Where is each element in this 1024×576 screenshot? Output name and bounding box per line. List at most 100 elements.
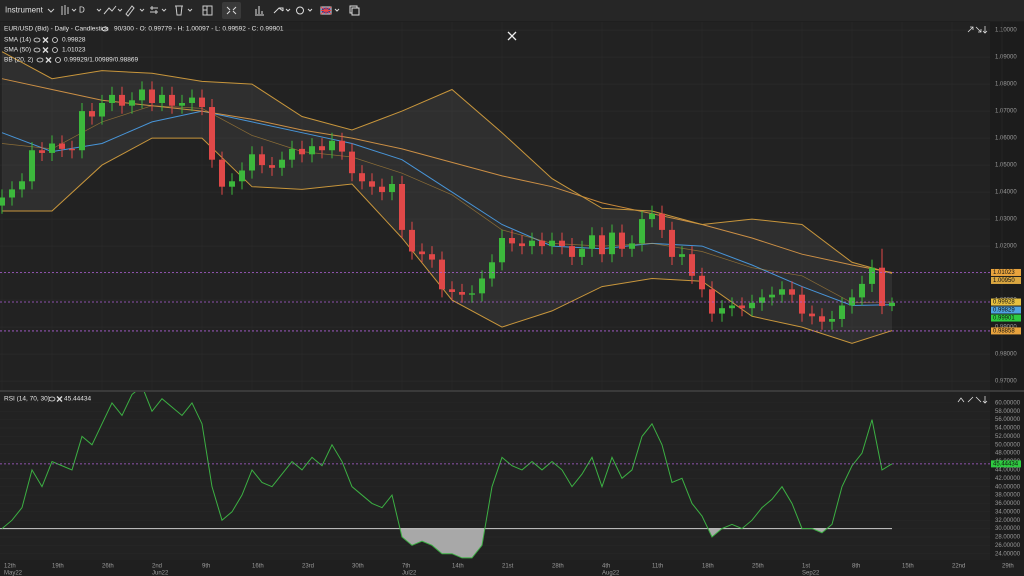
legend-name: SMA (14)	[4, 37, 31, 44]
candle-body	[799, 294, 805, 314]
eye-icon[interactable]	[33, 37, 41, 43]
close-icon[interactable]	[507, 31, 517, 41]
rsi-line	[1, 392, 893, 559]
candle-body	[259, 154, 265, 166]
candle-body	[879, 267, 885, 307]
move-icon[interactable]	[982, 396, 988, 404]
y-tick-label: 32.00000	[995, 518, 1021, 524]
eye-icon[interactable]	[101, 26, 109, 32]
settings-icon[interactable]	[52, 37, 58, 43]
candle-body	[239, 170, 245, 182]
x-tick-label: 26th	[102, 564, 114, 570]
delete-icon[interactable]	[175, 5, 183, 16]
bar-icon[interactable]	[255, 6, 264, 16]
settings-icon[interactable]	[52, 47, 58, 53]
candle-body	[129, 100, 135, 106]
price-marker-label: 0.99829	[993, 308, 1015, 314]
remove-icon[interactable]	[42, 37, 49, 43]
candle-body	[559, 240, 565, 247]
eye-icon[interactable]	[36, 57, 44, 63]
y-tick-label: 36.00000	[995, 501, 1021, 507]
price-marker	[991, 306, 1021, 314]
candle-body	[269, 165, 275, 168]
candle-body	[549, 240, 555, 247]
theme-icon[interactable]	[296, 6, 304, 15]
candle-body	[389, 183, 395, 193]
candle-body	[869, 267, 875, 284]
candle-body	[519, 243, 525, 247]
candle-body	[229, 181, 235, 187]
dropdown-arrow	[187, 8, 193, 12]
candle-body	[499, 237, 505, 263]
price-marker	[991, 268, 1021, 276]
y-tick-label: 1.09000	[995, 55, 1017, 61]
candle-body	[739, 305, 745, 309]
y-tick-label: 60.00000	[995, 400, 1021, 406]
price-marker-label: 0.99928	[993, 300, 1015, 306]
eye-icon[interactable]	[48, 396, 56, 402]
candle-body	[529, 240, 535, 247]
fit-icon[interactable]	[226, 6, 237, 15]
x-tick-label: 23rd	[302, 564, 314, 570]
price-pane: 0.970000.980000.990001.000001.010001.020…	[0, 22, 1024, 560]
y-tick-label: 56.00000	[995, 417, 1021, 423]
x-tick-label: 18th	[702, 564, 714, 570]
active-button[interactable]	[222, 2, 241, 19]
candle-body	[569, 246, 575, 257]
y-tick-label: 28.00000	[995, 535, 1021, 541]
remove-icon[interactable]	[56, 396, 63, 402]
ohlc-readout: 90/300 - O: 0.99779 - H: 1.00097 - L: 0.…	[114, 26, 284, 33]
candle-body	[889, 302, 895, 307]
window-icon	[351, 7, 360, 16]
flag-icon	[320, 6, 332, 15]
draw-icon[interactable]	[103, 5, 117, 15]
remove-icon[interactable]	[42, 47, 49, 53]
price-axis	[990, 22, 1024, 390]
remove-icon[interactable]	[45, 57, 52, 63]
y-tick-label: 1.03000	[995, 217, 1017, 223]
x-tick-label: 25th	[752, 564, 764, 570]
candle-body	[159, 94, 165, 103]
candle-body	[599, 235, 605, 255]
chart-type-icon[interactable]	[61, 5, 69, 15]
candle-body	[99, 102, 105, 117]
legend-value: 45.44434	[64, 396, 91, 403]
candle-body	[809, 313, 815, 317]
legend-value: 0.99828	[62, 37, 86, 44]
y-tick-label: 34.00000	[995, 509, 1021, 515]
x-tick-sublabel: Jul22	[402, 571, 417, 576]
dropdown-arrow	[161, 8, 167, 12]
candle-body	[9, 189, 15, 198]
price-marker	[991, 314, 1021, 322]
y-tick-label: 54.00000	[995, 426, 1021, 432]
move-icon[interactable]	[982, 26, 988, 34]
pen-icon[interactable]	[125, 5, 135, 17]
indicator-icon[interactable]	[150, 6, 158, 14]
x-tick-label: 9th	[202, 564, 210, 570]
candle-body	[679, 254, 685, 257]
settings-icon[interactable]	[55, 57, 61, 63]
price-marker	[991, 327, 1021, 335]
trend-icon[interactable]	[273, 7, 284, 14]
candle-body	[109, 94, 115, 103]
x-tick-label: 11th	[652, 564, 663, 570]
candle-body	[329, 140, 335, 151]
candle-body	[119, 94, 125, 106]
eye-icon[interactable]	[33, 47, 41, 53]
candle-body	[69, 148, 75, 151]
timeframe-menu[interactable]: D	[79, 6, 85, 15]
close-button[interactable]	[507, 31, 517, 41]
x-tick-sublabel: Aug22	[602, 571, 620, 576]
x-tick-label: 8th	[852, 564, 860, 570]
pane-icons[interactable]	[957, 396, 982, 403]
y-tick-label: 1.06000	[995, 136, 1017, 142]
candle-body	[289, 148, 295, 160]
expand-icon[interactable]	[967, 26, 982, 33]
x-tick-label: 19th	[52, 564, 64, 570]
y-tick-label: 0.97000	[995, 379, 1017, 385]
instrument-menu[interactable]: Instrument	[5, 6, 44, 15]
y-tick-label: 40.00000	[995, 484, 1021, 490]
x-tick-label: 29th	[1002, 564, 1014, 570]
price-marker-label: 1.01023	[993, 270, 1015, 276]
candle-body	[459, 291, 465, 295]
